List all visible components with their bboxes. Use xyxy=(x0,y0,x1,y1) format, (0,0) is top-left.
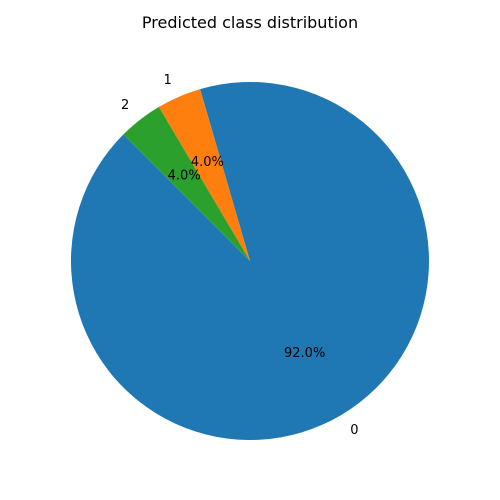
chart-title: Predicted class distribution xyxy=(142,13,358,32)
slices-group xyxy=(71,82,429,440)
slice-percent-2: 4.0% xyxy=(168,169,201,184)
slice-label-2: 2 xyxy=(121,98,129,113)
slice-label-0: 0 xyxy=(350,423,358,438)
slice-label-1: 1 xyxy=(164,73,172,88)
slice-percent-0: 92.0% xyxy=(284,346,325,361)
